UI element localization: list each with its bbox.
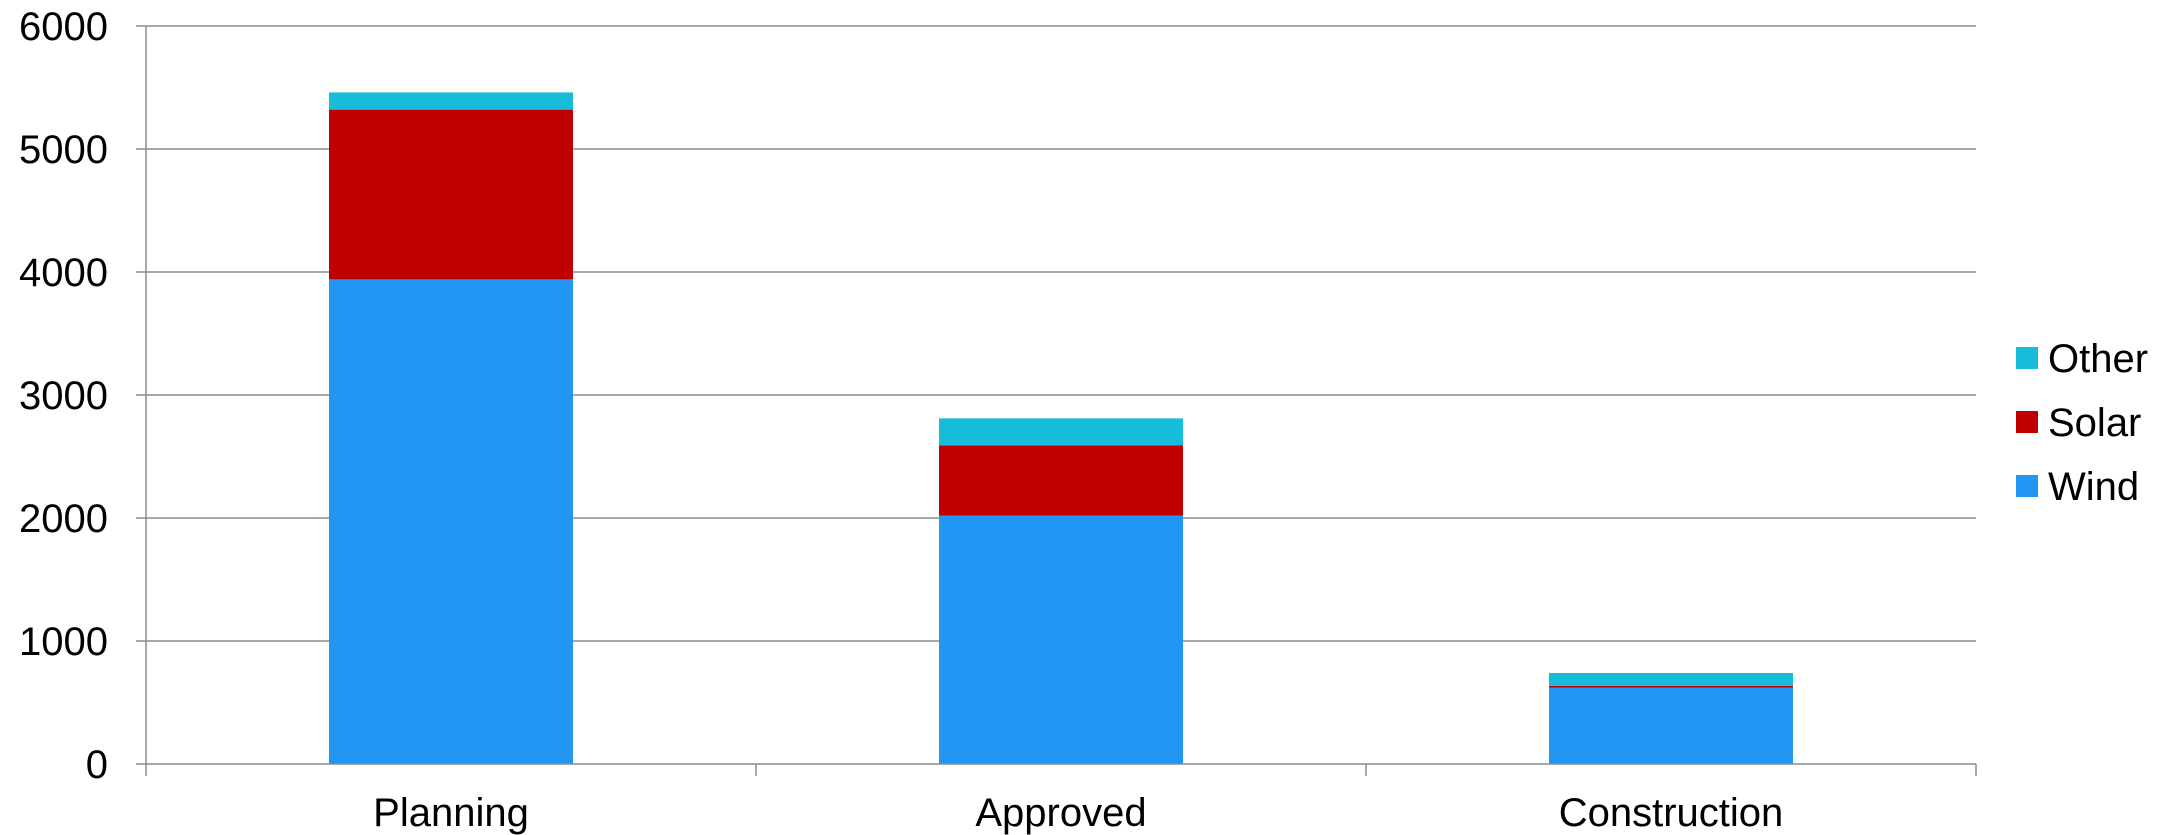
y-tick-label: 6000	[19, 5, 108, 49]
x-category-label: Planning	[373, 791, 529, 835]
bar-solar-approved	[939, 445, 1183, 516]
y-tick-label: 5000	[19, 128, 108, 172]
y-tick-label: 1000	[19, 620, 108, 664]
y-tick-labels: 0 1000 2000 3000 4000 5000 6000	[19, 5, 108, 787]
bar-other-approved	[939, 418, 1183, 446]
bar-wind-construction	[1549, 687, 1793, 764]
y-tick-label: 3000	[19, 374, 108, 418]
x-category-label: Approved	[975, 791, 1146, 835]
legend-swatch-other	[2016, 347, 2038, 369]
bar-wind-approved	[939, 515, 1183, 764]
bar-solar-construction	[1549, 685, 1793, 688]
x-category-label: Construction	[1559, 791, 1784, 835]
y-tick-label: 2000	[19, 497, 108, 541]
y-tick-label: 0	[86, 743, 108, 787]
bars	[329, 92, 1793, 764]
axes	[145, 26, 1977, 776]
legend-label-wind: Wind	[2048, 465, 2139, 509]
x-category-labels: Planning Approved Construction	[373, 791, 1783, 835]
legend-label-solar: Solar	[2048, 401, 2141, 445]
legend-label-other: Other	[2048, 337, 2148, 381]
bar-solar-planning	[329, 109, 573, 280]
y-tick-label: 4000	[19, 251, 108, 295]
legend: Other Solar Wind	[2016, 337, 2148, 509]
bar-other-construction	[1549, 672, 1793, 686]
legend-swatch-solar	[2016, 411, 2038, 433]
bar-wind-planning	[329, 279, 573, 764]
bar-other-planning	[329, 92, 573, 110]
legend-swatch-wind	[2016, 475, 2038, 497]
